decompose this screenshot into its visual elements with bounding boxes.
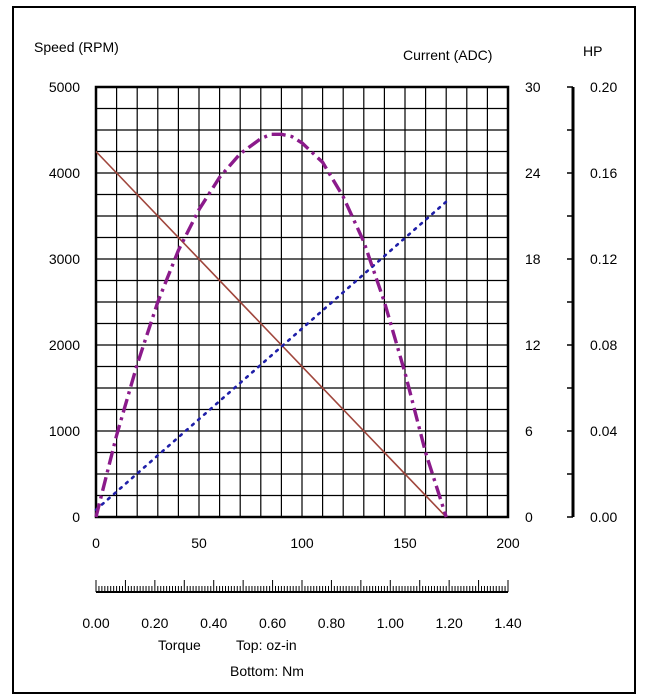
torque-nm-tick-label: 0.40 [200,615,227,631]
torque-label: Torque [158,637,201,653]
speed-tick-label: 2000 [49,337,80,353]
current-series-line [94,200,448,512]
torque-ozin-tick-label: 100 [290,535,314,551]
speed-series-line [95,150,447,518]
current-tick-label: 24 [525,165,541,181]
hp-tick-label: 0.00 [590,509,617,525]
torque-bottom-unit-label: Bottom: Nm [230,663,304,679]
hp-tick-label: 0.20 [590,79,617,95]
torque-nm-tick-label: 1.40 [494,615,521,631]
hp-tick-label: 0.04 [590,423,617,439]
torque-ozin-tick-label: 0 [92,535,100,551]
torque-ozin-tick-label: 150 [393,535,417,551]
torque-ozin-tick-label: 50 [191,535,207,551]
plot-border [94,85,510,519]
torque-nm-tick-label: 0.80 [318,615,345,631]
speed-tick-label: 3000 [49,251,80,267]
hp-tick-label: 0.08 [590,337,617,353]
current-axis-label: Current (ADC) [403,47,493,63]
torque-nm-tick-label: 1.00 [377,615,404,631]
hp-tick-label: 0.16 [590,165,617,181]
current-tick-label: 0 [525,509,533,525]
torque-nm-tick-label: 0.60 [259,615,286,631]
torque-nm-tick-label: 1.20 [436,615,463,631]
hp-axis-label: HP [583,43,603,59]
current-tick-label: 30 [525,79,541,95]
current-tick-label: 18 [525,251,541,267]
torque-top-unit-label: Top: oz-in [236,637,297,653]
current-tick-label: 6 [525,423,533,439]
hp-series-line [94,132,448,518]
hp-tick-label: 0.12 [590,251,617,267]
speed-tick-label: 0 [72,509,80,525]
torque-nm-tick-label: 0.00 [82,615,109,631]
speed-axis-label: Speed (RPM) [34,39,119,55]
torque-nm-tick-label: 0.20 [141,615,168,631]
current-tick-label: 12 [525,337,541,353]
torque-ozin-tick-label: 200 [496,535,520,551]
speed-tick-label: 1000 [49,423,80,439]
speed-tick-label: 5000 [49,79,80,95]
speed-tick-label: 4000 [49,165,80,181]
